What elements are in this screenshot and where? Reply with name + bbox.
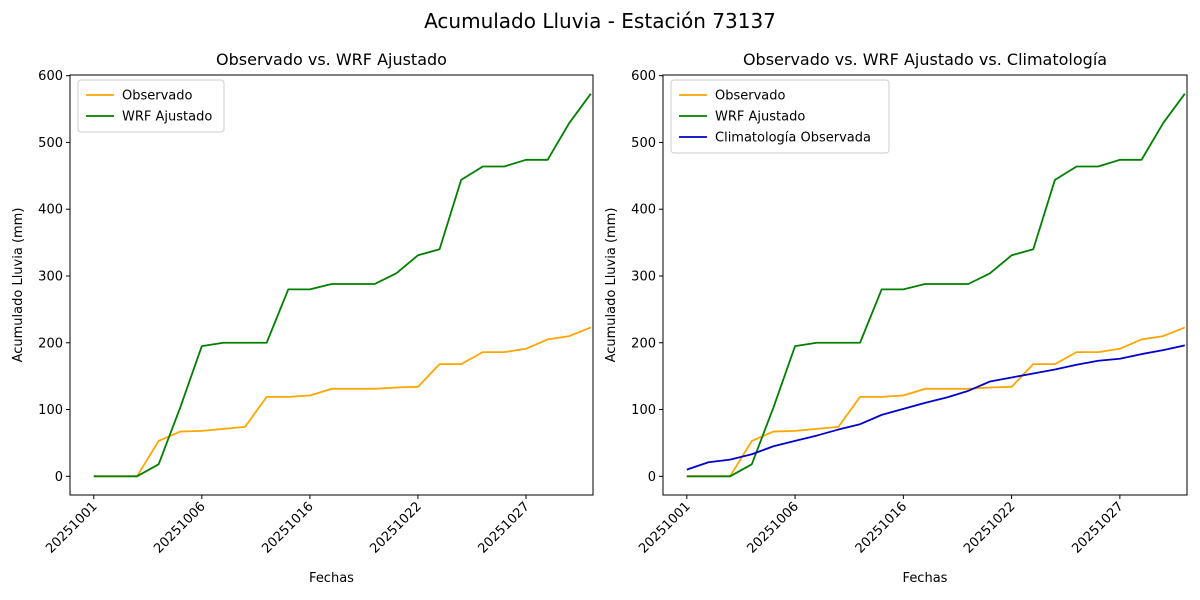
legend-label-climatologia: Climatología Observada — [715, 131, 871, 146]
y-tick-label: 600 — [38, 69, 63, 84]
y-tick-label: 200 — [38, 336, 63, 351]
chart-title: Observado vs. WRF Ajustado vs. Climatolo… — [743, 50, 1107, 69]
chart-title: Observado vs. WRF Ajustado — [216, 50, 447, 69]
x-axis-label: Fechas — [903, 571, 948, 586]
series-line-observado — [686, 326, 1186, 478]
legend: Observado WRF Ajustado — [77, 79, 225, 133]
legend-label-observado: Observado — [715, 89, 786, 104]
legend: Observado WRF Ajustado Climatología Observ… — [670, 79, 890, 154]
legend-label-observado: Observado — [122, 89, 193, 104]
y-tick-label: 600 — [631, 69, 656, 84]
series-line-wrf — [686, 93, 1186, 478]
y-tick-label: 100 — [38, 403, 63, 418]
series-line-wrf — [93, 93, 592, 478]
y-tick-label: 500 — [631, 136, 656, 151]
y-tick-label: 200 — [631, 336, 656, 351]
figure-title: Acumulado Lluvia - Estación 73137 — [424, 9, 776, 33]
y-tick-label: 0 — [648, 470, 656, 485]
plot-frame — [662, 74, 1188, 496]
legend-label-wrf: WRF Ajustado — [715, 110, 805, 125]
y-axis-label: Acumulado Lluvia (mm) — [11, 208, 26, 363]
y-tick-label: 400 — [38, 203, 63, 218]
y-tick-label: 400 — [631, 203, 656, 218]
legend-label-wrf: WRF Ajustado — [122, 110, 212, 125]
y-tick-label: 100 — [631, 403, 656, 418]
y-tick-label: 0 — [55, 470, 63, 485]
legend-box — [670, 79, 890, 154]
y-tick-label: 300 — [38, 269, 63, 284]
y-axis-label: Acumulado Lluvia (mm) — [604, 208, 619, 363]
x-axis-label: Fechas — [309, 571, 354, 586]
y-tick-label: 500 — [38, 136, 63, 151]
series-line-observado — [93, 326, 592, 478]
y-tick-label: 300 — [631, 269, 656, 284]
series-line-climatologia — [686, 344, 1186, 471]
legend-box — [77, 79, 225, 133]
plot-frame — [69, 74, 594, 496]
